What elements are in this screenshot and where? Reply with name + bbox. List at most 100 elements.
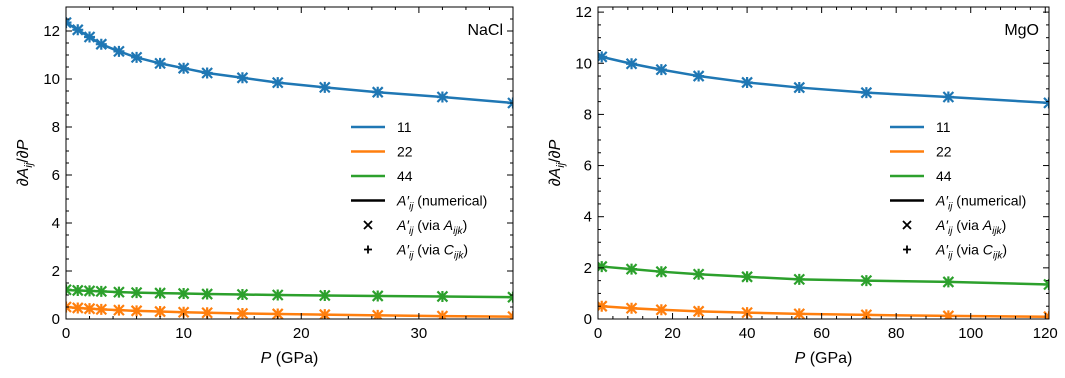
marker-plus-11-12 (372, 86, 384, 98)
marker-plus-44-5 (793, 273, 805, 285)
legend-label-3: A′ij (numerical) (396, 193, 487, 213)
y-axis-label: ∂Aij/∂P (15, 139, 35, 186)
legend-label-5: A′ij (via Cijk) (935, 242, 1007, 262)
marker-plus-11-5 (131, 51, 143, 63)
marker-plus-22-7 (942, 310, 954, 319)
series-line-22 (598, 303, 1049, 318)
y-tick-label: 6 (584, 158, 592, 175)
series-line-44 (598, 264, 1049, 286)
marker-x-44-8 (1043, 278, 1049, 291)
y-tick-label: 0 (52, 311, 60, 328)
legend-label-4: A′ij (via Aijk) (396, 217, 467, 237)
marker-plus-11-4 (113, 45, 125, 57)
marker-x-44-0 (66, 283, 72, 296)
marker-plus-44-6 (154, 287, 166, 299)
legend-swatch-4 (363, 220, 373, 230)
x-tick-label: 10 (175, 325, 192, 342)
marker-plus-44-14 (507, 291, 513, 303)
marker-x-44-14 (507, 291, 513, 303)
marker-plus-11-8 (201, 67, 213, 79)
marker-plus-44-8 (1043, 278, 1049, 290)
marker-plus-44-2 (84, 285, 96, 297)
marker-plus-11-2 (84, 31, 96, 43)
marker-plus-44-4 (741, 271, 753, 283)
marker-plus-44-5 (131, 287, 143, 299)
marker-plus-44-1 (72, 284, 84, 296)
marker-plus-44-13 (436, 290, 448, 302)
marker-plus-44-11 (319, 289, 331, 301)
y-tick-label: 8 (584, 106, 592, 123)
panel-mgo: 0 20 40 60 80 100 120 0 2 4 6 8 10 12 P (GPa) ∂Aij/∂P Mg… (547, 4, 1058, 367)
series-line-44 (66, 288, 513, 299)
x-tick-label: 0 (594, 325, 602, 342)
legend-label-0: 11 (397, 119, 412, 135)
marker-plus-11-5 (793, 82, 805, 94)
marker-plus-11-9 (236, 72, 248, 84)
marker-plus-22-5 (793, 308, 805, 319)
marker-plus-11-3 (95, 38, 107, 50)
marker-plus-11-3 (693, 70, 705, 82)
marker-plus-11-6 (860, 87, 872, 99)
series-line-11 (598, 54, 1049, 105)
marker-plus-22-1 (626, 302, 638, 314)
x-axis-label: P (GPa) (795, 350, 853, 367)
marker-plus-44-9 (236, 289, 248, 301)
marker-x-22-0 (66, 301, 72, 313)
marker-plus-11-7 (942, 91, 954, 103)
panel-title: NaCl (467, 22, 503, 39)
y-tick-label: 2 (52, 263, 60, 280)
marker-plus-22-3 (693, 305, 705, 317)
series-line-11 (66, 21, 513, 105)
marker-plus-44-7 (942, 276, 954, 288)
y-tick-label: 10 (575, 55, 592, 72)
series-line-22 (66, 305, 513, 318)
marker-x-11-8 (1043, 97, 1049, 109)
y-tick-label: 6 (52, 167, 60, 184)
marker-plus-44-3 (95, 285, 107, 297)
legend-label-0: 11 (936, 119, 951, 135)
marker-plus-44-12 (372, 290, 384, 302)
marker-plus-44-3 (693, 268, 705, 280)
marker-plus-11-10 (272, 77, 284, 89)
x-tick-label: 80 (888, 325, 905, 342)
panel-title: MgO (1004, 22, 1039, 39)
y-tick-label: 0 (584, 311, 592, 328)
marker-plus-22-14 (507, 311, 513, 319)
legend-label-2: 44 (936, 168, 952, 184)
marker-plus-22-4 (113, 304, 125, 316)
y-tick-label: 4 (52, 215, 60, 232)
legend: 11 22 44 A′ij (numerical) A′ij (via Aijk) A′i… (351, 119, 487, 262)
marker-plus-22-0 (66, 301, 72, 313)
marker-plus-11-1 (626, 58, 638, 70)
panel-nacl: 0 10 20 30 0 2 4 6 8 10 12 P (GPa) ∂Aij/∂P NaCl 11 22 44… (15, 6, 514, 367)
marker-plus-11-4 (741, 76, 753, 88)
legend-swatch-5 (364, 245, 372, 254)
marker-plus-11-2 (655, 64, 667, 76)
legend: 11 22 44 A′ij (numerical) A′ij (via Aijk) A′i… (890, 119, 1026, 262)
marker-plus-22-5 (131, 305, 143, 317)
marker-plus-44-6 (860, 275, 872, 287)
legend-label-1: 22 (397, 144, 413, 160)
legend-label-1: 22 (936, 144, 952, 160)
x-tick-label: 30 (411, 325, 428, 342)
x-tick-label: 0 (62, 325, 70, 342)
marker-plus-22-2 (655, 304, 667, 316)
marker-plus-22-1 (72, 302, 84, 314)
y-tick-label: 12 (43, 23, 60, 40)
y-axis-label: ∂Aij/∂P (547, 139, 567, 186)
y-tick-label: 10 (43, 71, 60, 88)
x-tick-label: 120 (1033, 325, 1058, 342)
marker-plus-22-2 (84, 303, 96, 315)
legend-label-5: A′ij (via Cijk) (396, 242, 468, 262)
marker-plus-22-9 (236, 307, 248, 319)
marker-plus-44-0 (66, 284, 72, 296)
legend-label-4: A′ij (via Aijk) (935, 217, 1006, 237)
y-tick-label: 8 (52, 119, 60, 136)
marker-plus-11-14 (507, 97, 513, 109)
marker-plus-44-7 (178, 288, 190, 300)
plot-frame (597, 6, 1050, 320)
x-tick-label: 20 (664, 325, 681, 342)
marker-x-11-0 (66, 16, 72, 29)
